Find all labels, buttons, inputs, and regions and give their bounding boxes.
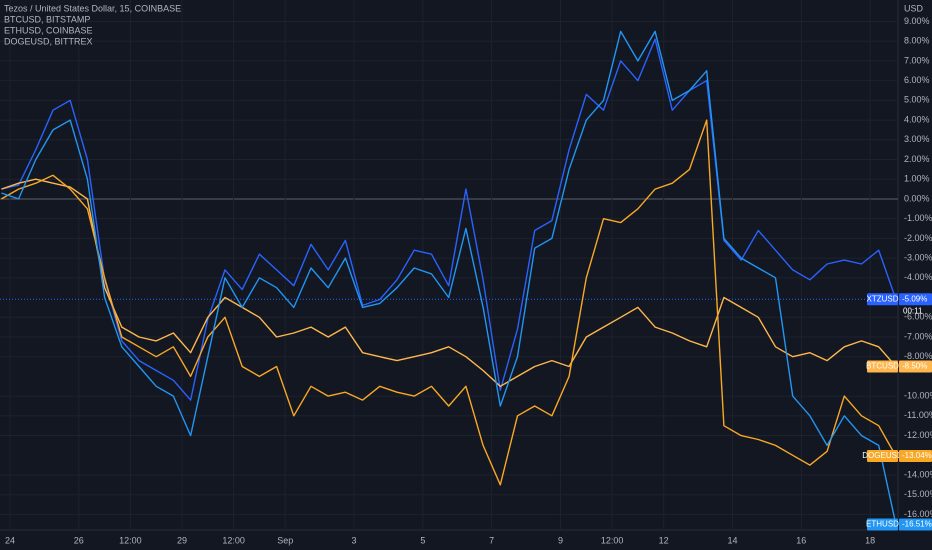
last-value-box — [899, 450, 932, 463]
series-name: ETHUSD — [866, 520, 899, 529]
y-tick-label: 4.00% — [904, 114, 930, 124]
x-tick-label: 16 — [796, 535, 806, 545]
y-tick-label: -3.00% — [904, 252, 932, 262]
y-tick-label: -2.00% — [904, 233, 932, 243]
legend-entry: ETHUSD, COINBASE — [4, 25, 93, 35]
x-tick-label: 29 — [177, 535, 187, 545]
x-tick-label: 3 — [352, 535, 357, 545]
legend-entry: DOGEUSD, BITTREX — [4, 36, 93, 46]
x-tick-label: 14 — [727, 535, 737, 545]
last-value-box — [899, 518, 932, 531]
series-name: XTZUSD — [867, 294, 899, 303]
x-tick-label: 12 — [659, 535, 669, 545]
y-tick-label: 3.00% — [904, 134, 930, 144]
series-line — [1, 178, 897, 387]
y-tick-label: 7.00% — [904, 55, 930, 65]
y-tick-label: -4.00% — [904, 272, 932, 282]
series-name-box — [867, 450, 898, 463]
countdown: 00:11 — [903, 306, 923, 315]
series-name: BTCUSD — [866, 362, 899, 371]
y-tick-label: -1.00% — [904, 213, 932, 223]
x-tick-label: 18 — [865, 535, 875, 545]
y-tick-label: 9.00% — [904, 16, 930, 26]
last-value-box — [899, 360, 932, 373]
x-tick-label: 24 — [5, 535, 15, 545]
y-tick-label: -8.00% — [904, 351, 932, 361]
series-line — [1, 119, 897, 486]
y-tick-label: -6.00% — [904, 312, 932, 322]
y-tick-label: -14.00% — [904, 469, 932, 479]
grid — [0, 0, 898, 530]
y-tick-label: -10.00% — [904, 390, 932, 400]
x-tick-label: 12:00 — [222, 535, 245, 545]
x-tick-label: 5 — [420, 535, 425, 545]
series-name-box — [867, 518, 898, 531]
y-tick-label: 8.00% — [904, 36, 930, 46]
last-value-label: -13.04% — [902, 451, 932, 460]
last-value-label: -16.51% — [902, 520, 932, 529]
y-tick-label: 0.00% — [904, 193, 930, 203]
series-line — [1, 38, 897, 401]
last-value-label: -8.50% — [902, 362, 927, 371]
y-tick-label: -12.00% — [904, 430, 932, 440]
y-tick-label: -11.00% — [904, 410, 932, 420]
series-name-box — [867, 293, 898, 306]
x-tick-label: Sep — [277, 535, 293, 545]
x-tick-label: 9 — [558, 535, 563, 545]
x-tick-label: 7 — [489, 535, 494, 545]
y-tick-label: 1.00% — [904, 174, 930, 184]
y-tick-label: -15.00% — [904, 489, 932, 499]
y-tick-label: -7.00% — [904, 331, 932, 341]
y-tick-label: 5.00% — [904, 95, 930, 105]
series-name: DOGEUSD — [862, 451, 903, 460]
chart-title: Tezos / United States Dollar, 15, COINBA… — [4, 3, 181, 13]
y-tick-label: -16.00% — [904, 509, 932, 519]
series-name-box — [867, 360, 898, 373]
y-axis-label: USD — [904, 3, 924, 13]
plot — [0, 30, 898, 525]
labels: 9.00% 8.00% 7.00% 6.00% 5.00% 4.00% 3.00% 2.00%… — [5, 16, 932, 545]
last-value-box — [899, 293, 932, 306]
legend-entry: BTCUSD, BITSTAMP — [4, 14, 90, 24]
x-tick-label: 12:00 — [601, 535, 624, 545]
x-tick-label: 26 — [74, 535, 84, 545]
x-tick-label: 12:00 — [119, 535, 142, 545]
series-line — [1, 30, 897, 525]
last-value-label: -5.09% — [902, 294, 927, 303]
y-tick-label: 6.00% — [904, 75, 930, 85]
y-tick-label: 2.00% — [904, 154, 930, 164]
